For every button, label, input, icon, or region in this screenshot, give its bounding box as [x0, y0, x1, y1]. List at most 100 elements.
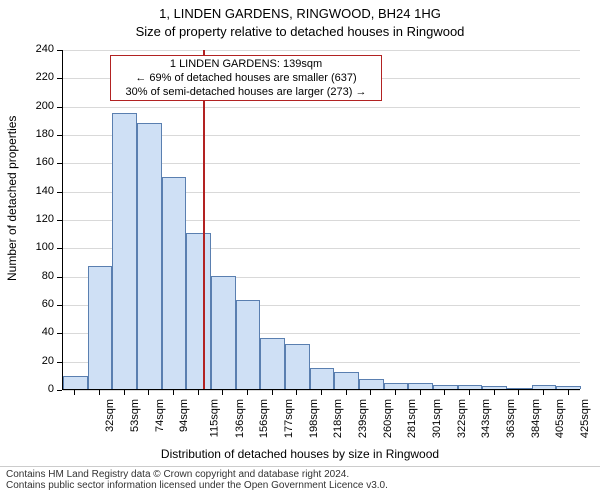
- histogram-bar: [236, 300, 261, 389]
- histogram-bar: [458, 385, 483, 389]
- y-tick-mark: [57, 220, 62, 221]
- annotation-line2: ← 69% of detached houses are smaller (63…: [114, 71, 378, 85]
- x-tick-label: 94sqm: [178, 399, 190, 432]
- y-tick-label: 60: [24, 298, 54, 310]
- x-tick-mark: [321, 390, 322, 395]
- y-tick-label: 200: [24, 100, 54, 112]
- x-tick-mark: [272, 390, 273, 395]
- x-tick-label: 218sqm: [332, 399, 344, 438]
- x-tick-label: 260sqm: [382, 399, 394, 438]
- annotation-box: 1 LINDEN GARDENS: 139sqm ← 69% of detach…: [110, 55, 382, 101]
- y-tick-label: 120: [24, 213, 54, 225]
- y-tick-mark: [57, 333, 62, 334]
- y-tick-label: 160: [24, 156, 54, 168]
- y-tick-label: 180: [24, 128, 54, 140]
- x-tick-label: 136sqm: [234, 399, 246, 438]
- x-tick-label: 363sqm: [505, 399, 517, 438]
- y-axis-label: Number of detached properties: [5, 161, 19, 281]
- histogram-bar: [384, 383, 409, 389]
- y-tick-label: 100: [24, 241, 54, 253]
- x-tick-mark: [518, 390, 519, 395]
- x-tick-label: 425sqm: [579, 399, 591, 438]
- x-tick-label: 384sqm: [530, 399, 542, 438]
- histogram-bar: [162, 177, 187, 390]
- x-axis-label: Distribution of detached houses by size …: [0, 447, 600, 461]
- chart-title-line2: Size of property relative to detached ho…: [0, 24, 600, 39]
- y-tick-mark: [57, 163, 62, 164]
- histogram-bar: [112, 113, 137, 389]
- histogram-bar: [556, 386, 581, 389]
- histogram-bar: [310, 368, 335, 389]
- y-tick-mark: [57, 362, 62, 363]
- histogram-bar: [88, 266, 113, 389]
- x-tick-mark: [74, 390, 75, 395]
- x-tick-mark: [247, 390, 248, 395]
- x-tick-label: 301sqm: [431, 399, 443, 438]
- x-tick-label: 115sqm: [208, 399, 220, 437]
- histogram-bar: [482, 386, 507, 389]
- x-tick-mark: [395, 390, 396, 395]
- annotation-line1: 1 LINDEN GARDENS: 139sqm: [114, 57, 378, 71]
- y-tick-label: 40: [24, 326, 54, 338]
- x-tick-mark: [469, 390, 470, 395]
- plot-area: [62, 50, 580, 390]
- x-tick-mark: [370, 390, 371, 395]
- y-tick-mark: [57, 277, 62, 278]
- y-tick-label: 240: [24, 43, 54, 55]
- x-tick-label: 32sqm: [104, 399, 116, 432]
- histogram-bar: [260, 338, 285, 389]
- histogram-bar: [211, 276, 236, 389]
- histogram-bar: [408, 383, 433, 389]
- footer: Contains HM Land Registry data © Crown c…: [0, 466, 600, 500]
- x-tick-mark: [222, 390, 223, 395]
- y-tick-label: 0: [24, 383, 54, 395]
- x-tick-label: 405sqm: [554, 399, 566, 438]
- y-tick-label: 140: [24, 185, 54, 197]
- x-tick-label: 343sqm: [480, 399, 492, 438]
- y-tick-label: 80: [24, 270, 54, 282]
- x-tick-mark: [494, 390, 495, 395]
- x-tick-mark: [568, 390, 569, 395]
- x-tick-label: 239sqm: [357, 399, 369, 438]
- histogram-bar: [334, 372, 359, 389]
- histogram-bar: [532, 385, 557, 389]
- x-tick-label: 281sqm: [406, 399, 418, 438]
- y-tick-mark: [57, 305, 62, 306]
- footer-line2: Contains public sector information licen…: [6, 480, 594, 491]
- x-tick-label: 322sqm: [456, 399, 468, 438]
- x-tick-label: 198sqm: [308, 399, 320, 438]
- histogram-bar: [285, 344, 310, 389]
- x-tick-mark: [99, 390, 100, 395]
- y-tick-mark: [57, 78, 62, 79]
- chart-title-line1: 1, LINDEN GARDENS, RINGWOOD, BH24 1HG: [0, 6, 600, 21]
- x-tick-mark: [173, 390, 174, 395]
- gridline: [63, 50, 580, 51]
- histogram-bar: [359, 379, 384, 389]
- x-tick-mark: [124, 390, 125, 395]
- histogram-bar: [186, 233, 211, 389]
- y-tick-mark: [57, 390, 62, 391]
- y-tick-mark: [57, 135, 62, 136]
- x-tick-mark: [420, 390, 421, 395]
- y-tick-mark: [57, 192, 62, 193]
- x-tick-mark: [346, 390, 347, 395]
- x-tick-mark: [444, 390, 445, 395]
- footer-line1: Contains HM Land Registry data © Crown c…: [6, 469, 594, 480]
- y-tick-mark: [57, 248, 62, 249]
- histogram-bar: [63, 376, 88, 389]
- histogram-bar: [507, 388, 532, 389]
- x-tick-label: 156sqm: [258, 399, 270, 438]
- x-tick-label: 53sqm: [129, 399, 141, 432]
- gridline: [63, 107, 580, 108]
- histogram-bar: [137, 123, 162, 389]
- annotation-line3: 30% of semi-detached houses are larger (…: [114, 85, 378, 99]
- x-tick-label: 74sqm: [154, 399, 166, 432]
- chart-container: { "title_line1": "1, LINDEN GARDENS, RIN…: [0, 0, 600, 500]
- x-tick-mark: [296, 390, 297, 395]
- x-tick-mark: [148, 390, 149, 395]
- y-tick-label: 220: [24, 71, 54, 83]
- y-tick-mark: [57, 107, 62, 108]
- x-tick-label: 177sqm: [283, 399, 295, 438]
- y-tick-mark: [57, 50, 62, 51]
- x-tick-mark: [543, 390, 544, 395]
